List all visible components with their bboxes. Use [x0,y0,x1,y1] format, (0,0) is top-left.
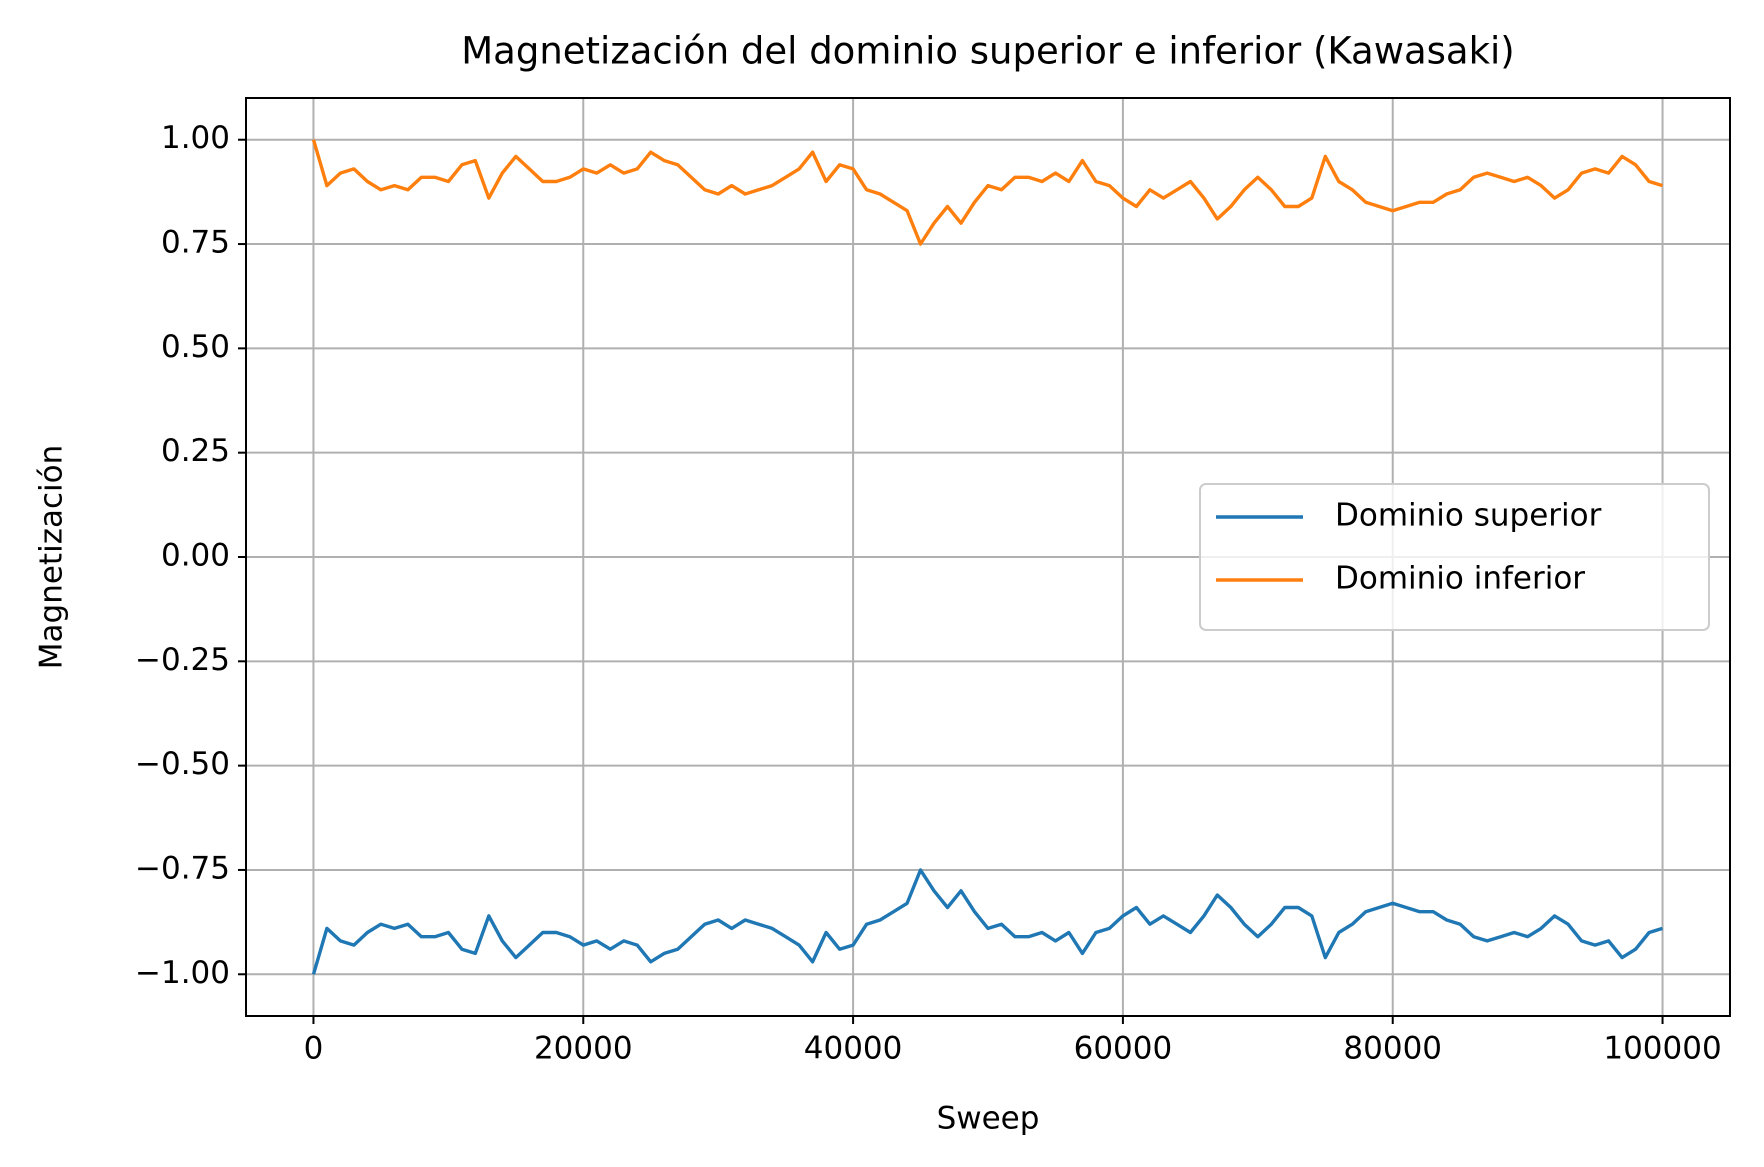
y-tick-label: 0.75 [161,225,230,261]
legend-label: Dominio inferior [1335,561,1585,597]
x-axis-label: Sweep [937,1101,1040,1137]
y-tick-label: −0.75 [135,850,230,886]
legend-box [1199,483,1710,631]
y-tick-label: 0.25 [161,433,230,469]
y-tick-label: −0.50 [135,746,230,782]
x-tick-label: 40000 [804,1031,903,1067]
x-tick-label: 20000 [534,1031,633,1067]
x-tick-label: 60000 [1074,1031,1173,1067]
data-line [311,139,1663,246]
y-tick-label: 1.00 [161,120,230,156]
x-tick-label: 80000 [1343,1031,1442,1067]
x-tick-label: 100000 [1603,1031,1721,1067]
y-tick-label: 0.50 [161,329,230,365]
legend-label: Dominio superior [1335,498,1602,534]
y-tick-label: −1.00 [135,955,230,991]
data-line [311,868,1663,975]
y-axis-label: Magnetización [34,445,70,669]
chart-title: Magnetización del dominio superior e inf… [461,30,1515,73]
y-tick-label: 0.00 [161,538,230,574]
plot-frame [245,97,1731,1017]
y-tick-label: −0.25 [135,642,230,678]
x-tick-label: 0 [304,1031,324,1067]
